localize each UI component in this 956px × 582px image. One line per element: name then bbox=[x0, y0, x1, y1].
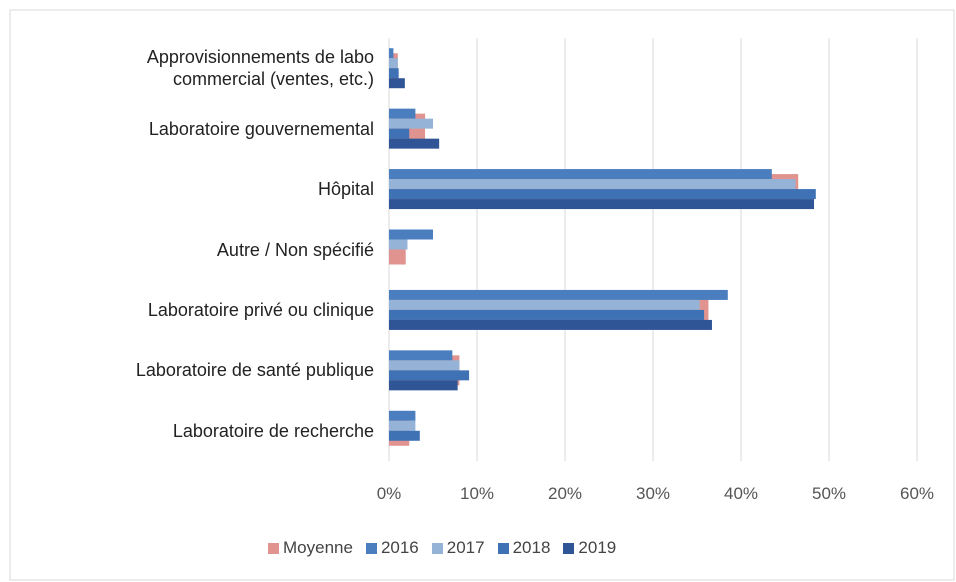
legend-swatch bbox=[497, 543, 509, 554]
legend-swatch bbox=[563, 543, 575, 554]
bar bbox=[389, 309, 705, 320]
bar bbox=[389, 118, 433, 129]
x-tick-label: 40% bbox=[723, 484, 759, 503]
legend-swatch bbox=[268, 543, 279, 554]
x-tick-label: 0% bbox=[376, 484, 402, 503]
bar bbox=[389, 128, 410, 139]
bar bbox=[389, 289, 728, 300]
legend-swatch bbox=[431, 543, 443, 554]
bar bbox=[389, 420, 416, 431]
legend-label: 2016 bbox=[380, 538, 419, 557]
x-tick-label: 30% bbox=[635, 484, 671, 503]
bar bbox=[389, 299, 700, 310]
bar bbox=[389, 360, 460, 371]
y-tick-label: Laboratoire privé ou clinique bbox=[147, 299, 374, 320]
bar bbox=[389, 138, 440, 149]
x-tick-label: 10% bbox=[459, 484, 495, 503]
bar bbox=[389, 68, 399, 79]
bar bbox=[389, 430, 420, 441]
bar bbox=[389, 78, 405, 89]
bar bbox=[389, 108, 416, 119]
bar bbox=[389, 48, 394, 59]
legend-label: 2018 bbox=[512, 538, 551, 557]
legend-swatch bbox=[365, 543, 377, 554]
x-tick-label: 60% bbox=[899, 484, 935, 503]
y-tick-label: Autre / Non spécifié bbox=[216, 239, 374, 260]
bar bbox=[389, 410, 416, 421]
chart-border bbox=[9, 9, 955, 581]
bar bbox=[389, 199, 815, 210]
y-tick-label: Laboratoire de recherche bbox=[172, 420, 374, 441]
y-tick-label: Laboratoire gouvernemental bbox=[148, 118, 374, 139]
x-tick-label: 50% bbox=[811, 484, 847, 503]
legend-label: Moyenne bbox=[283, 538, 353, 557]
bar bbox=[389, 229, 433, 240]
bar bbox=[389, 319, 712, 330]
bar bbox=[389, 380, 458, 391]
x-tick-label: 20% bbox=[547, 484, 583, 503]
y-tick-label: Laboratoire de santé publique bbox=[135, 360, 374, 381]
bar bbox=[389, 179, 796, 190]
bar bbox=[389, 169, 772, 180]
y-tick-label: Hôpital bbox=[317, 179, 374, 200]
y-tick-label: Approvisionnements de labo commercial (v… bbox=[146, 47, 374, 90]
bar bbox=[389, 370, 470, 381]
bar bbox=[389, 350, 453, 361]
bar bbox=[389, 189, 816, 200]
legend-label: 2017 bbox=[446, 538, 485, 557]
bar bbox=[389, 58, 398, 69]
bar bbox=[389, 239, 408, 250]
legend-label: 2019 bbox=[578, 538, 617, 557]
